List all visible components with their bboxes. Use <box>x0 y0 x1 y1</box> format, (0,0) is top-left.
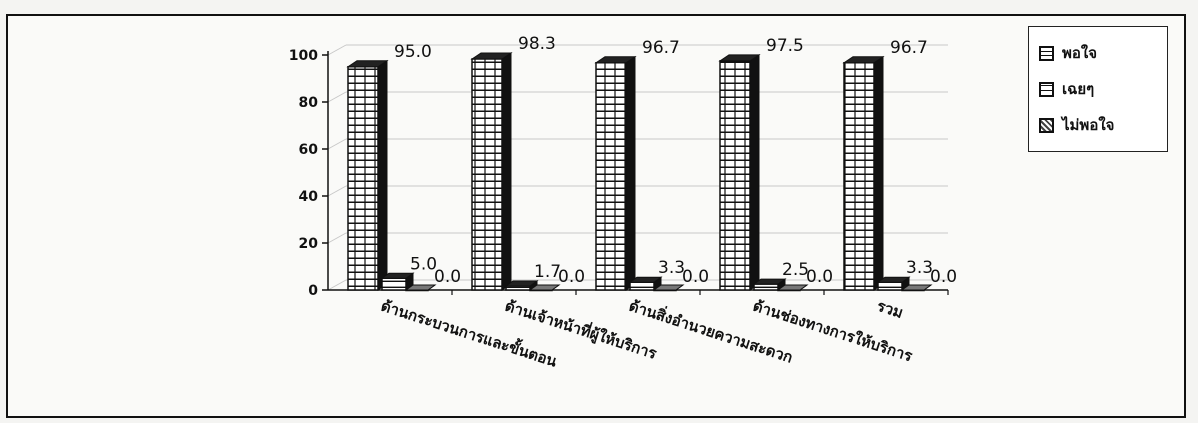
y-tick-label: 20 <box>299 236 319 252</box>
bar-dissatisfied-top <box>776 284 809 291</box>
bar-neutral <box>505 285 531 291</box>
y-tick-label: 40 <box>299 189 319 205</box>
legend-swatch-satisfied <box>1039 45 1054 61</box>
bar-satisfied-side <box>501 52 512 291</box>
data-label: 0.0 <box>434 267 461 287</box>
bar-satisfied <box>719 60 751 291</box>
bar-neutral-top <box>876 276 911 283</box>
data-label: 1.7 <box>534 262 561 282</box>
bar-satisfied-side <box>625 55 636 291</box>
data-label: 95.0 <box>394 42 432 62</box>
bar-satisfied-side <box>749 53 760 291</box>
bar-satisfied-top <box>594 56 637 64</box>
bar-satisfied-side <box>377 59 388 291</box>
bar-satisfied-top <box>842 56 885 64</box>
data-label: 96.7 <box>890 38 928 58</box>
bar-satisfied <box>347 66 379 291</box>
data-label: 0.0 <box>930 267 957 287</box>
y-tick-label: 100 <box>289 48 318 64</box>
data-label: 5.0 <box>410 254 437 274</box>
legend-swatch-neutral <box>1039 81 1054 97</box>
legend-label: พอใจ <box>1062 44 1098 62</box>
grid-diagonal <box>327 138 347 150</box>
grid-diagonal <box>327 91 347 103</box>
data-label: 3.3 <box>906 258 933 278</box>
data-label: 0.0 <box>682 267 709 287</box>
grid-diagonal <box>327 185 347 197</box>
x-tick-label: รวม <box>875 297 906 322</box>
legend-swatch-dissatisfied <box>1039 117 1054 133</box>
bar-neutral <box>753 283 779 291</box>
bar-neutral-top <box>628 276 663 283</box>
bars-layer <box>346 52 933 292</box>
bar-satisfied <box>471 58 503 291</box>
data-label: 96.7 <box>642 38 680 58</box>
grid-diagonal <box>327 232 347 244</box>
data-label: 3.3 <box>658 258 685 278</box>
bar-satisfied <box>595 62 627 291</box>
bar-neutral <box>877 281 903 291</box>
legend-item-satisfied: พอใจ <box>1039 35 1167 71</box>
bar-neutral-top <box>504 280 539 287</box>
data-label: 97.5 <box>766 36 804 56</box>
bar-satisfied-side <box>873 55 884 291</box>
data-label: 2.5 <box>782 260 809 280</box>
y-tick-label: 0 <box>308 283 318 299</box>
legend-label: ไม่พอใจ <box>1062 116 1115 134</box>
legend-item-dissatisfied: ไม่พอใจ <box>1039 107 1167 143</box>
bar-neutral-top <box>380 272 415 279</box>
data-label: 0.0 <box>806 267 833 287</box>
y-tick-label: 60 <box>299 142 319 158</box>
bar-dissatisfied-top <box>900 284 933 291</box>
labels-layer: 95.05.00.098.31.70.096.73.30.097.52.50.0… <box>394 34 957 287</box>
bar-satisfied-top <box>470 52 513 60</box>
bar-dissatisfied-top <box>404 284 437 291</box>
bar-satisfied-top <box>346 60 389 68</box>
legend: พอใจ เฉยๆ ไม่พอใจ <box>1028 26 1168 152</box>
data-label: 98.3 <box>518 34 556 54</box>
bar-neutral-top <box>752 278 787 285</box>
bar-satisfied-top <box>718 54 761 62</box>
y-tick-label: 80 <box>299 95 319 111</box>
bar-neutral <box>381 277 407 291</box>
legend-item-neutral: เฉยๆ <box>1039 71 1167 107</box>
legend-label: เฉยๆ <box>1062 80 1095 98</box>
bar-satisfied <box>843 62 875 291</box>
bar-dissatisfied-top <box>528 284 561 291</box>
data-label: 0.0 <box>558 267 585 287</box>
bar-neutral <box>629 281 655 291</box>
bar-dissatisfied-top <box>652 284 685 291</box>
floor-diagonal <box>327 279 347 291</box>
grid-diagonal <box>327 44 347 56</box>
